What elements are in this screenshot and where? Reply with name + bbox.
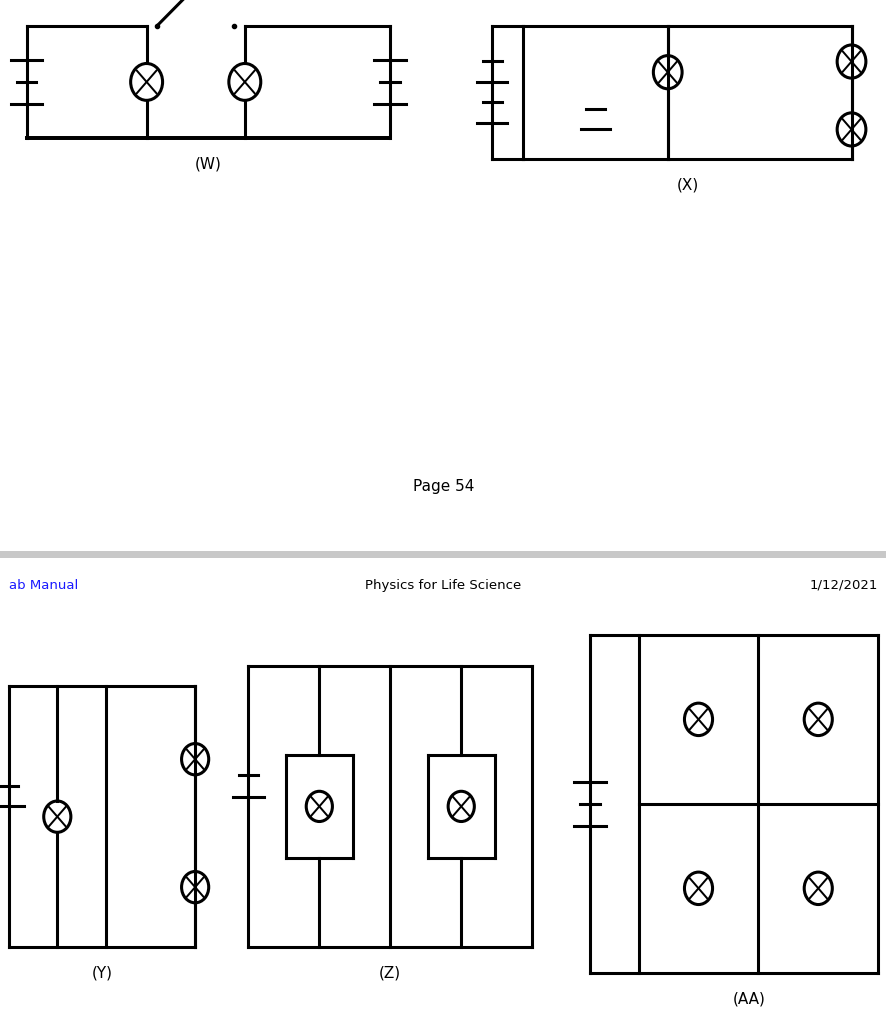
Text: (X): (X): [675, 177, 698, 193]
Text: 1/12/2021: 1/12/2021: [809, 579, 877, 592]
Text: Physics for Life Science: Physics for Life Science: [365, 579, 521, 592]
Text: (Z): (Z): [379, 966, 400, 981]
Text: Page 54: Page 54: [412, 479, 474, 494]
Bar: [0, 551, 886, 558]
Text: ab Manual: ab Manual: [9, 579, 78, 592]
Text: (Y): (Y): [91, 966, 113, 981]
Text: (W): (W): [195, 157, 222, 172]
Text: (AA): (AA): [732, 991, 766, 1007]
